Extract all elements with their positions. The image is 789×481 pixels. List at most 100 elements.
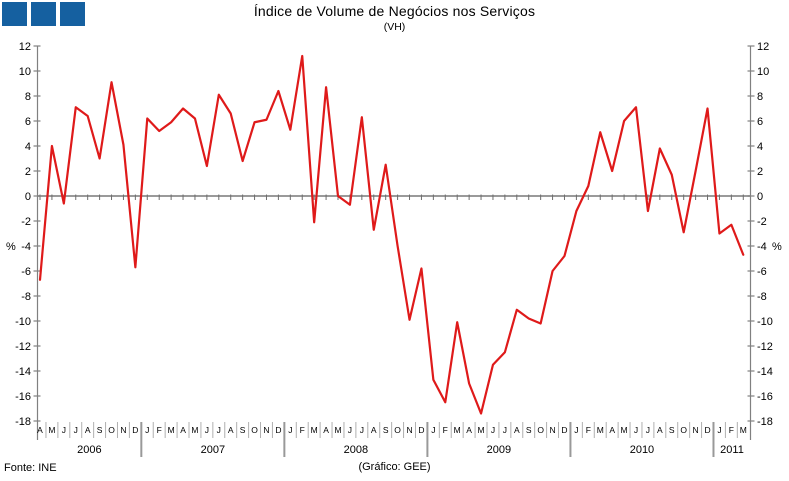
month-label: A (323, 425, 329, 435)
month-label: A (514, 425, 520, 435)
month-label: A (657, 425, 663, 435)
y-tick-label-left: 8 (25, 91, 31, 103)
month-label: F (443, 425, 448, 435)
y-tick-label-left: -12 (15, 341, 31, 353)
month-label: M (334, 425, 341, 435)
y-axis-unit-right: % (772, 241, 782, 253)
month-label: M (621, 425, 628, 435)
y-tick-label-left: 10 (19, 66, 31, 78)
month-label: S (383, 425, 389, 435)
month-label: O (394, 425, 401, 435)
y-tick-label-right: 8 (757, 91, 763, 103)
month-label: N (406, 425, 412, 435)
month-label: F (586, 425, 591, 435)
y-tick-label-right: 4 (757, 141, 763, 153)
month-label: S (240, 425, 246, 435)
y-tick-label-right: 2 (757, 166, 763, 178)
month-label: N (549, 425, 555, 435)
y-tick-label-left: -14 (15, 366, 31, 378)
month-label: M (191, 425, 198, 435)
month-label: D (418, 425, 424, 435)
month-label: J (360, 425, 364, 435)
year-label: 2009 (487, 444, 511, 456)
y-tick-label-right: -12 (757, 341, 773, 353)
month-label: D (132, 425, 138, 435)
y-tick-label-right: -8 (757, 291, 767, 303)
month-label: O (537, 425, 544, 435)
month-label: S (669, 425, 675, 435)
y-tick-label-right: -2 (757, 216, 767, 228)
month-label: O (108, 425, 115, 435)
y-tick-label-left: -18 (15, 416, 31, 428)
month-label: J (288, 425, 292, 435)
y-tick-label-left: 12 (19, 41, 31, 53)
y-tick-label-right: 6 (757, 116, 763, 128)
logo (2, 2, 85, 26)
month-label: F (300, 425, 305, 435)
month-label: N (263, 425, 269, 435)
series-line-vh (38, 54, 745, 415)
y-tick-label-right: -18 (757, 416, 773, 428)
y-tick-label-right: 0 (757, 191, 763, 203)
y-tick-label-right: -14 (757, 366, 773, 378)
y-tick-label-left: 2 (25, 166, 31, 178)
month-label: J (74, 425, 78, 435)
month-label: A (609, 425, 615, 435)
month-label: M (48, 425, 55, 435)
month-label: A (371, 425, 377, 435)
source-note: Fonte: INE (4, 462, 57, 474)
month-label: A (466, 425, 472, 435)
month-label: D (704, 425, 710, 435)
month-label: J (348, 425, 352, 435)
y-tick-label-right: -16 (757, 391, 773, 403)
chart-title: Índice de Volume de Negócios nos Serviço… (253, 3, 536, 19)
month-label: D (561, 425, 567, 435)
month-label: M (740, 425, 747, 435)
y-tick-label-left: -6 (21, 266, 31, 278)
y-tick-label-left: -2 (21, 216, 31, 228)
y-tick-label-left: -4 (21, 241, 31, 253)
month-label: J (574, 425, 578, 435)
y-tick-label-left: -8 (21, 291, 31, 303)
month-label: M (168, 425, 175, 435)
y-tick-label-right: -4 (757, 241, 767, 253)
month-label: J (145, 425, 149, 435)
month-label: M (597, 425, 604, 435)
year-label: 2008 (344, 444, 368, 456)
month-label: A (37, 425, 43, 435)
month-label: S (526, 425, 532, 435)
month-label: M (454, 425, 461, 435)
y-tick-label-left: -10 (15, 316, 31, 328)
month-label: J (503, 425, 507, 435)
month-label: O (251, 425, 258, 435)
month-label: J (646, 425, 650, 435)
month-label: J (634, 425, 638, 435)
month-label: J (62, 425, 66, 435)
month-label: N (120, 425, 126, 435)
month-label: J (491, 425, 495, 435)
y-tick-label-right: 12 (757, 41, 769, 53)
month-label: J (431, 425, 435, 435)
month-label: M (477, 425, 484, 435)
year-label: 2011 (720, 444, 744, 456)
y-tick-label-left: -16 (15, 391, 31, 403)
y-axis-unit-left: % (6, 241, 16, 253)
year-label: 2010 (630, 444, 654, 456)
month-label: F (729, 425, 734, 435)
y-tick-label-left: 0 (25, 191, 31, 203)
chart-subtitle: (VH) (383, 21, 406, 33)
month-label: J (717, 425, 721, 435)
logo-square (31, 2, 56, 26)
month-label: S (97, 425, 103, 435)
year-label: 2007 (201, 444, 225, 456)
month-label: J (217, 425, 221, 435)
y-tick-label-left: 4 (25, 141, 31, 153)
month-label: M (311, 425, 318, 435)
month-label: J (205, 425, 209, 435)
y-tick-label-right: -6 (757, 266, 767, 278)
y-tick-label-right: -10 (757, 316, 773, 328)
year-label: 2006 (77, 444, 101, 456)
month-label: N (693, 425, 699, 435)
